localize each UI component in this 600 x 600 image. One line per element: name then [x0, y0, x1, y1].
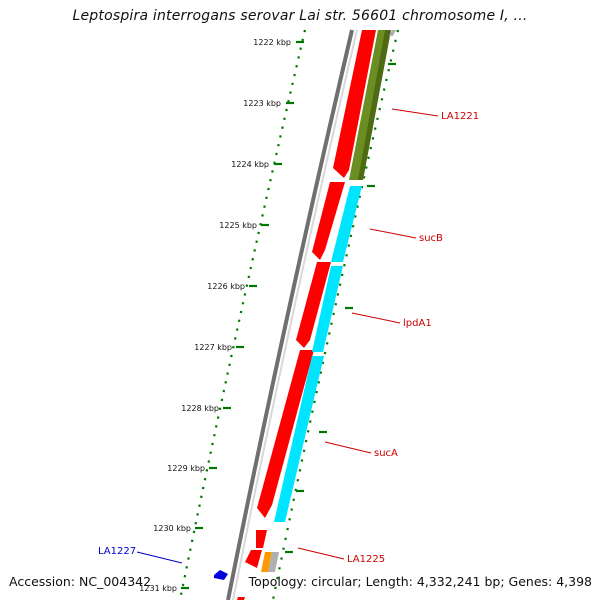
gene-la1225-arrow[interactable]	[256, 530, 267, 548]
gene-label-sucb[interactable]: sucB	[419, 233, 443, 244]
feature-orange[interactable]	[261, 552, 272, 572]
scale-ring	[178, 29, 307, 600]
map-title: Leptospira interrogans serovar Lai str. …	[72, 8, 528, 24]
feature-gray-small	[268, 552, 279, 572]
tick-label: 1227 kbp	[194, 343, 232, 352]
topology-text: Topology: circular; Length: 4,332,241 bp…	[248, 574, 592, 589]
tick-label: 1226 kbp	[207, 282, 245, 291]
forward-cds-track	[237, 30, 376, 600]
tick-label: 1225 kbp	[219, 221, 257, 230]
gene-label-la1221[interactable]: LA1221	[441, 111, 479, 122]
gene-lpda1-arrow[interactable]	[296, 262, 331, 348]
tick-label: 1222 kbp	[253, 38, 291, 47]
la1227-feature-blue[interactable]	[214, 570, 228, 580]
gene-la1226-arrow[interactable]	[245, 550, 262, 568]
accession-text: Accession: NC_004342	[9, 574, 152, 589]
gene-label-la1225[interactable]: LA1225	[347, 554, 385, 565]
feature-cyan-3[interactable]	[274, 356, 324, 522]
inner-ticks	[285, 62, 396, 554]
gene-la1228-arrow[interactable]	[237, 597, 245, 600]
feature-cyan-2[interactable]	[312, 266, 343, 352]
gene-label-la1227[interactable]: LA1227	[98, 546, 136, 557]
gene-sucb-arrow[interactable]	[312, 182, 345, 260]
tick-label: 1228 kbp	[181, 404, 219, 413]
feature-cyan-1[interactable]	[331, 186, 362, 262]
scale-ticks	[181, 40, 304, 590]
tick-label: 1230 kbp	[153, 524, 191, 533]
gene-label-lpda1[interactable]: lpdA1	[403, 318, 432, 329]
gene-labels: LA1221 sucB lpdA1 sucA LA1225 LA1227	[98, 111, 479, 565]
backbone	[226, 29, 354, 600]
feature-gray-top	[389, 30, 396, 36]
gene-la1221-arrow[interactable]	[333, 30, 376, 178]
backbone-edge	[232, 29, 358, 600]
tick-label: 1229 kbp	[167, 464, 205, 473]
tick-label: 1224 kbp	[231, 160, 269, 169]
tick-label: 1223 kbp	[243, 99, 281, 108]
tick-labels: 1222 kbp 1223 kbp 1224 kbp 1225 kbp 1226…	[139, 38, 291, 593]
feature-olive-shade	[358, 30, 391, 180]
label-leaders	[136, 108, 439, 564]
gene-label-suca[interactable]: sucA	[374, 448, 398, 459]
gene-suca-arrow[interactable]	[257, 350, 314, 518]
tick-label: 1231 kbp	[139, 584, 177, 593]
feature-track	[261, 30, 396, 572]
